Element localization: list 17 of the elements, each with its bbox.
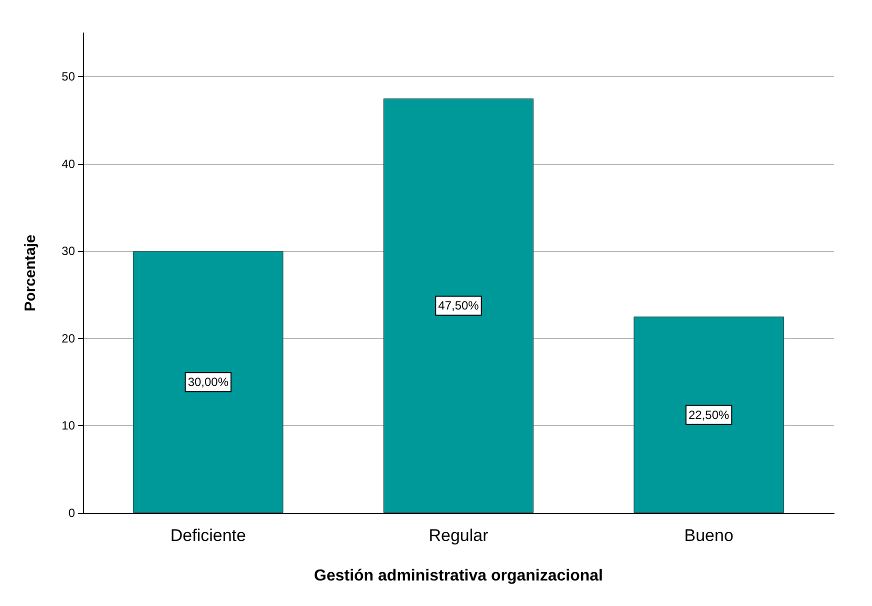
bar (383, 98, 534, 513)
bar (133, 251, 284, 513)
y-tick-label: 10 (62, 418, 76, 433)
y-tick-label: 0 (68, 506, 76, 520)
bar (634, 316, 784, 513)
y-tick-label: 40 (62, 156, 76, 171)
data-label: 22,50% (688, 408, 730, 422)
y-tick-label: 30 (62, 244, 76, 258)
y-axis-title: Porcentaje (22, 234, 39, 312)
x-axis-title: Gestión administrativa organizacional (314, 568, 603, 584)
y-tick-label: 50 (62, 70, 76, 84)
x-tick-label: Regular (428, 526, 489, 545)
data-label: 47,50% (438, 298, 480, 313)
x-tick-label: Bueno (684, 526, 734, 545)
y-tick-label: 20 (62, 331, 76, 346)
x-tick-label: Deficiente (170, 526, 246, 545)
data-label: 30,00% (188, 375, 229, 390)
